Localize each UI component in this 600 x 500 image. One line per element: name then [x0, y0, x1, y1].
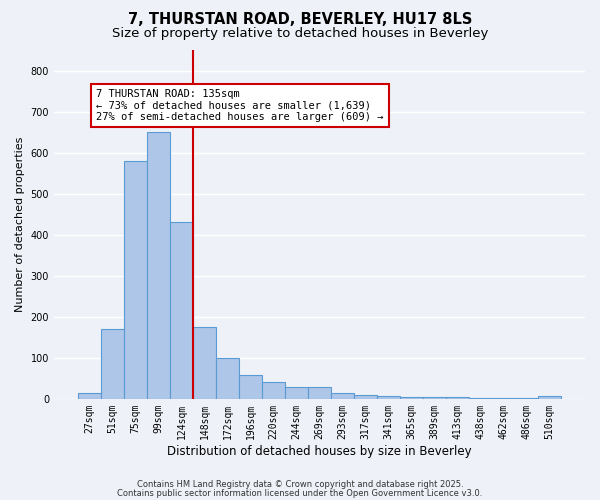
Bar [469, 398, 492, 399]
Text: 7 THURSTAN ROAD: 135sqm
← 73% of detached houses are smaller (1,639)
27% of semi: 7 THURSTAN ROAD: 135sqm ← 73% of detache… [97, 89, 384, 122]
Bar [423, 397, 446, 399]
Bar [515, 398, 538, 399]
Text: Contains HM Land Registry data © Crown copyright and database right 2025.: Contains HM Land Registry data © Crown c… [137, 480, 463, 489]
Bar [193, 327, 216, 399]
Text: 7, THURSTAN ROAD, BEVERLEY, HU17 8LS: 7, THURSTAN ROAD, BEVERLEY, HU17 8LS [128, 12, 472, 28]
X-axis label: Distribution of detached houses by size in Beverley: Distribution of detached houses by size … [167, 444, 472, 458]
Bar [147, 132, 170, 399]
Bar [331, 394, 354, 399]
Bar [78, 392, 101, 399]
Text: Size of property relative to detached houses in Beverley: Size of property relative to detached ho… [112, 28, 488, 40]
Text: Contains public sector information licensed under the Open Government Licence v3: Contains public sector information licen… [118, 488, 482, 498]
Bar [400, 397, 423, 399]
Bar [492, 398, 515, 399]
Bar [538, 396, 561, 399]
Bar [216, 358, 239, 399]
Y-axis label: Number of detached properties: Number of detached properties [15, 136, 25, 312]
Bar [377, 396, 400, 399]
Bar [101, 329, 124, 399]
Bar [239, 376, 262, 399]
Bar [308, 386, 331, 399]
Bar [285, 386, 308, 399]
Bar [354, 394, 377, 399]
Bar [124, 161, 147, 399]
Bar [262, 382, 285, 399]
Bar [170, 222, 193, 399]
Bar [446, 397, 469, 399]
